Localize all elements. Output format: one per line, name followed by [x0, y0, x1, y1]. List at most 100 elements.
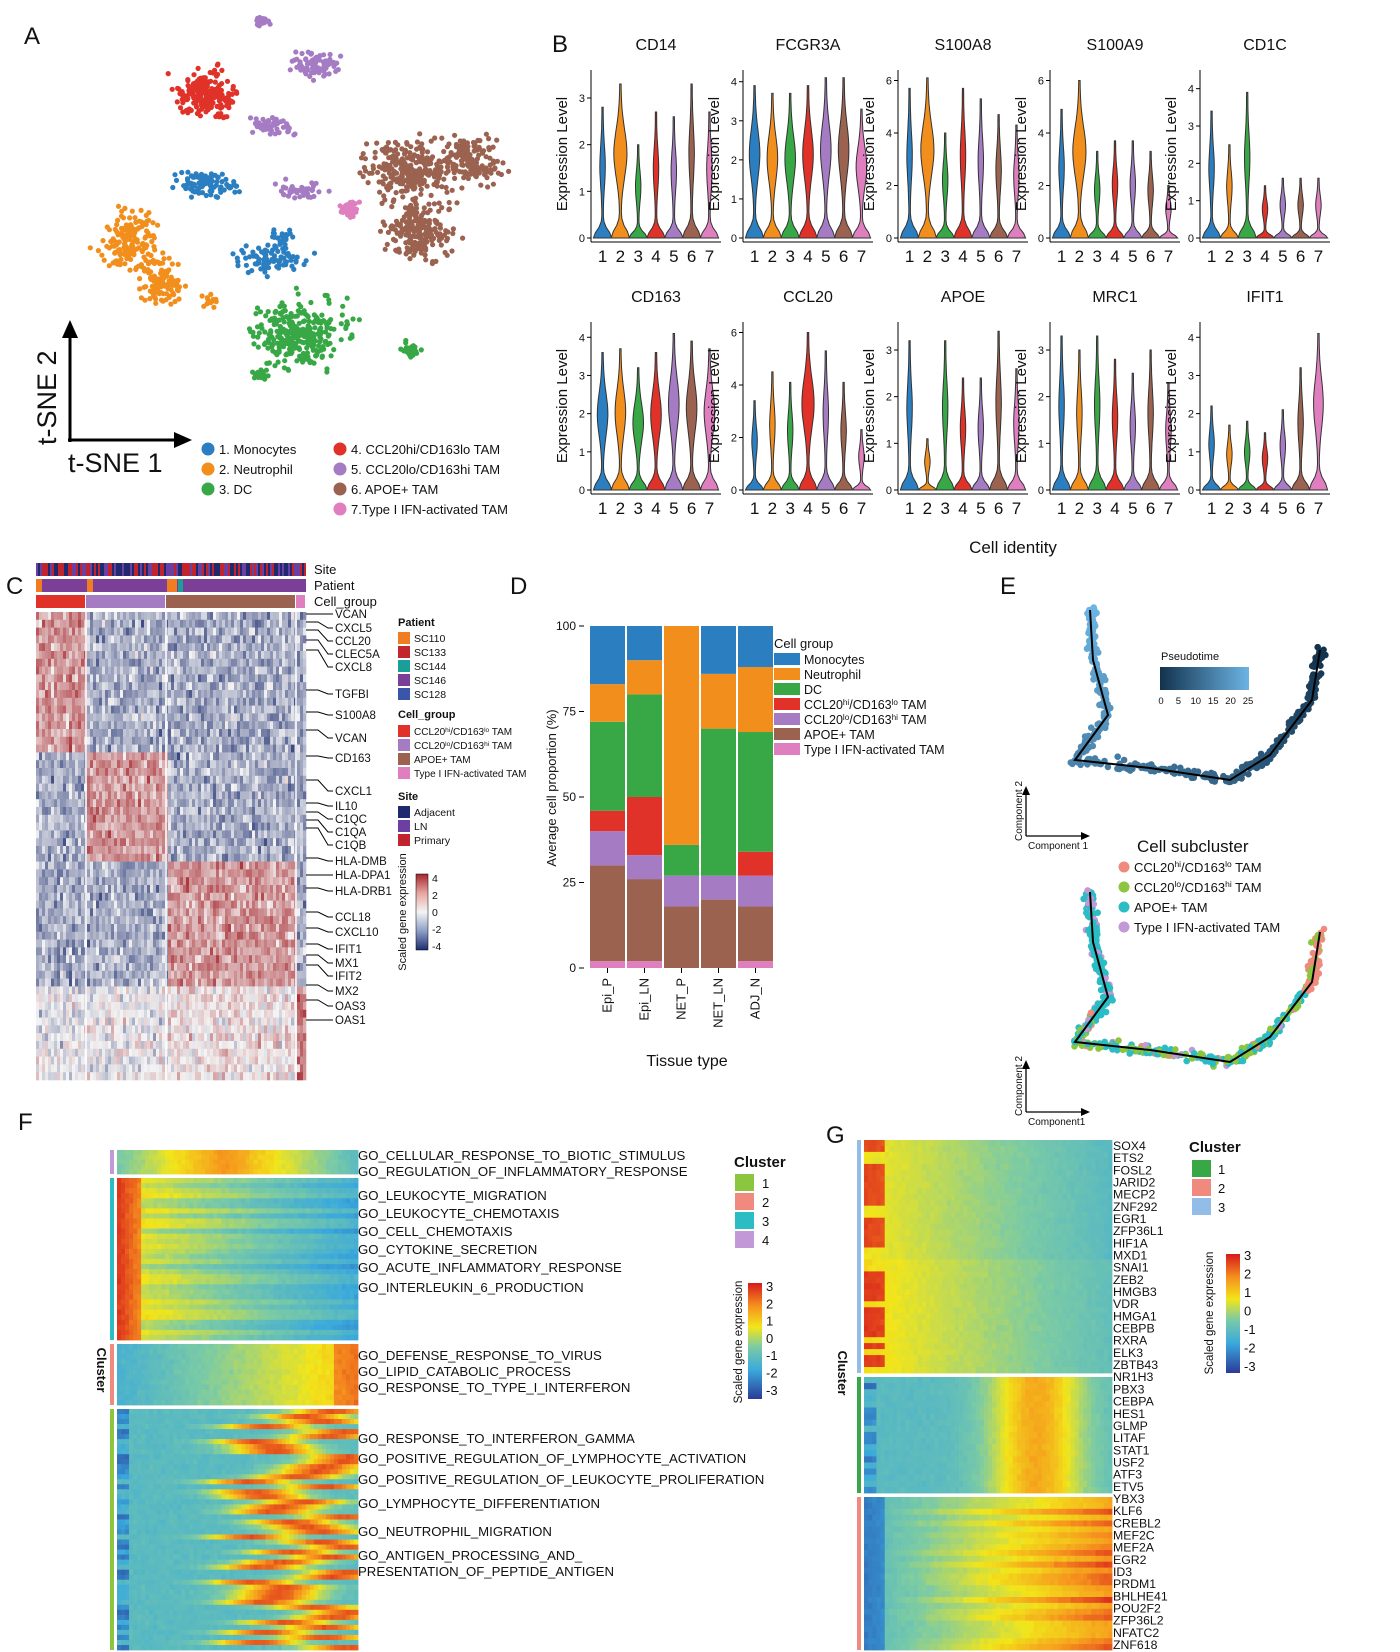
violin-5: [815, 350, 836, 491]
heat-cell: [114, 775, 118, 784]
heat-cell: [228, 612, 232, 621]
violin-1: [899, 87, 920, 239]
heat-cell: [273, 775, 277, 784]
heat-cell: [204, 713, 208, 722]
heat-cell: [36, 705, 40, 714]
tsne-point: [382, 246, 388, 252]
tsne-point: [328, 317, 334, 323]
tsne-point: [155, 222, 161, 228]
heat-cell: [270, 768, 274, 777]
tsne-point: [307, 326, 313, 332]
heat-cell: [144, 807, 148, 816]
x-tick-label: 4: [1110, 499, 1119, 518]
heat-cell: [45, 612, 49, 621]
heat-cell: [102, 799, 106, 808]
heat-cell: [291, 783, 295, 792]
heat-cell: [276, 674, 280, 683]
heat-cell: [153, 822, 157, 831]
heat-cell: [192, 807, 196, 816]
heat-cell: [87, 612, 91, 621]
heat-cell: [60, 814, 64, 823]
heat-cell: [201, 783, 205, 792]
heat-cell: [228, 635, 232, 644]
site-track-cell: [118, 563, 120, 576]
tsne-point: [456, 143, 462, 149]
heat-cell: [129, 799, 133, 808]
heat-cell: [69, 807, 73, 816]
heat-cell: [48, 729, 52, 738]
heat-cell: [168, 658, 172, 667]
heat-cell: [300, 674, 304, 683]
heat-cell: [225, 713, 229, 722]
heat-cell: [108, 807, 112, 816]
tsne-point: [262, 329, 268, 335]
heat-cell: [114, 643, 118, 652]
tsne-point: [444, 238, 450, 244]
heat-cell: [279, 635, 283, 644]
tsne-point: [156, 283, 162, 289]
heat-cell: [123, 612, 127, 621]
heat-cell: [255, 713, 259, 722]
heat-cell: [171, 705, 175, 714]
heat-cell: [198, 783, 202, 792]
tsne-point: [269, 316, 275, 322]
tsne-point: [339, 312, 345, 318]
heat-cell: [171, 729, 175, 738]
heat-cell: [120, 744, 124, 753]
heat-cell: [303, 651, 307, 660]
heat-cell: [279, 760, 283, 769]
heat-cell: [39, 666, 43, 675]
heat-cell: [78, 697, 82, 706]
tsne-point: [324, 369, 330, 375]
heat-cell: [267, 729, 271, 738]
x-tick-label: 5: [821, 499, 830, 518]
violin-title: CD1C: [1243, 37, 1287, 54]
tsne-point: [193, 171, 199, 177]
heat-cell: [120, 752, 124, 761]
tsne-point: [407, 150, 413, 156]
heat-cell: [225, 822, 229, 831]
heat-cell: [159, 666, 163, 675]
heat-cell: [228, 807, 232, 816]
tsne-point: [444, 189, 450, 195]
legend-label-3: 3. DC: [219, 482, 252, 497]
heat-cell: [183, 830, 187, 839]
tsne-point: [393, 156, 399, 162]
heat-cell: [75, 736, 79, 745]
heat-cell: [132, 729, 136, 738]
heat-cell: [216, 729, 220, 738]
heat-cell: [228, 674, 232, 683]
heat-cell: [117, 635, 121, 644]
heat-cell: [279, 658, 283, 667]
heat-cell: [267, 799, 271, 808]
heat-cell: [126, 783, 130, 792]
heat-cell: [279, 814, 283, 823]
heat-cell: [63, 830, 67, 839]
tsne-point: [265, 309, 271, 315]
heat-cell: [63, 635, 67, 644]
heat-cell: [126, 736, 130, 745]
heat-cell: [282, 744, 286, 753]
heat-cell: [279, 690, 283, 699]
tsne-point: [436, 158, 442, 164]
heat-cell: [69, 744, 73, 753]
heat-cell: [192, 619, 196, 628]
heat-cell: [90, 651, 94, 660]
heat-cell: [96, 721, 100, 730]
tsne-point: [170, 184, 176, 191]
heat-cell: [204, 775, 208, 784]
heat-cell: [249, 651, 253, 660]
heat-cell: [180, 721, 184, 730]
heat-cell: [138, 690, 142, 699]
heat-cell: [180, 744, 184, 753]
heat-cell: [42, 736, 46, 745]
heat-cell: [57, 612, 61, 621]
tsne-point: [293, 49, 299, 55]
heat-cell: [129, 619, 133, 628]
heat-cell: [72, 838, 76, 847]
heat-cell: [201, 690, 205, 699]
heat-cell: [198, 643, 202, 652]
heat-cell: [42, 705, 46, 714]
heat-cell: [156, 736, 160, 745]
tsne-point: [409, 222, 415, 228]
